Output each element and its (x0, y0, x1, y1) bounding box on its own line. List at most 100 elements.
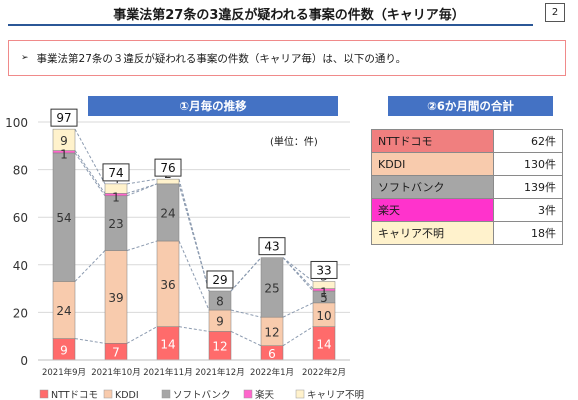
total-box (310, 260, 338, 279)
series-connector (282, 257, 314, 289)
bar-segment (208, 290, 232, 311)
legend-label: NTTドコモ (51, 390, 98, 400)
totals-row: ソフトバンク 139件 (371, 175, 564, 199)
segment-label: 1 (112, 190, 120, 204)
totals-value-cell: 130件 (492, 152, 564, 176)
total-label: 29 (212, 273, 227, 287)
segment-label: 12 (212, 340, 227, 354)
legend-label: KDDI (115, 390, 139, 400)
segment-label: 5 (320, 291, 328, 305)
bar-segment (52, 128, 76, 151)
totals-row: 楽天 3件 (371, 198, 564, 222)
total-label: 74 (108, 166, 123, 180)
x-tick-label: 2021年11月 (143, 367, 192, 378)
segment-label: 54 (56, 211, 71, 225)
totals-carrier-cell: 楽天 (371, 198, 494, 222)
totals-value-cell: 139件 (492, 175, 564, 199)
x-tick-label: 2021年10月 (91, 367, 140, 378)
legend-swatch (161, 389, 171, 399)
segment-label: 39 (108, 291, 123, 305)
segment-label: 25 (264, 281, 279, 295)
series-connector (126, 240, 158, 251)
page-title: 事業法第27条の3違反が疑われる事案の件数（キャリア毎） (113, 8, 465, 23)
total-label: 76 (160, 161, 175, 175)
x-tick-label: 2021年9月 (42, 367, 86, 378)
series-connector (230, 330, 262, 347)
series-connector (74, 152, 106, 197)
segment-label: 24 (56, 304, 71, 318)
segment-label: 9 (60, 343, 68, 357)
y-tick-label: 0 (20, 354, 28, 368)
segment-label: 1 (320, 286, 328, 300)
series-connector (126, 326, 158, 344)
series-connector (230, 257, 262, 292)
segment-label: 14 (160, 337, 175, 351)
total-box (154, 158, 182, 177)
bar-segment (104, 183, 128, 194)
segment-label: 9 (216, 315, 224, 329)
bar-segment (156, 178, 180, 185)
segment-label: 12 (264, 325, 279, 339)
y-tick-label: 100 (5, 116, 28, 130)
totals-value-cell: 3件 (492, 198, 564, 222)
segment-label: 36 (160, 278, 175, 292)
series-connector (282, 257, 314, 282)
legend-label: キャリア不明 (307, 390, 364, 400)
totals-carrier-cell: キャリア不明 (371, 221, 494, 245)
stacked-bar-chart: 0204060801009245419972021年9月739231474202… (5, 108, 364, 400)
series-connector (74, 150, 106, 194)
y-tick-label: 20 (13, 306, 28, 320)
legend-swatch (103, 389, 113, 399)
segment-label: 6 (268, 347, 276, 361)
series-connector (178, 240, 210, 311)
totals-row: NTTドコモ 62件 (371, 129, 564, 153)
series-connector (126, 178, 158, 185)
series-connector (282, 302, 314, 318)
y-tick-label: 60 (13, 211, 28, 225)
x-tick-label: 2022年1月 (250, 367, 294, 378)
bar-segment (312, 281, 336, 289)
total-box (50, 108, 78, 127)
y-tick-label: 40 (13, 259, 28, 273)
x-tick-label: 2022年2月 (302, 367, 346, 378)
legend-label: 楽天 (255, 389, 275, 400)
x-tick-label: 2021年12月 (195, 367, 244, 378)
totals-table: NTTドコモ 62件 KDDI 130件 ソフトバンク 139件 楽天 3件 キャリア不明 18件 (371, 129, 564, 245)
legend-swatch (243, 389, 253, 399)
segment-label: 14 (316, 337, 331, 351)
segment-label: 23 (108, 217, 123, 231)
totals-carrier-cell: ソフトバンク (371, 175, 494, 199)
series-connector (178, 326, 210, 332)
total-label: 43 (264, 240, 279, 254)
series-connector (126, 183, 158, 194)
bar-segment (260, 257, 284, 318)
series-connector (230, 309, 262, 318)
total-box (258, 237, 286, 256)
series-connector (74, 338, 106, 344)
total-label: 97 (56, 111, 71, 125)
segment-label: 1 (60, 148, 68, 162)
y-tick-label: 80 (13, 164, 28, 178)
total-box (206, 270, 234, 289)
summary-text: 事業法第27条の３違反が疑われる事案の件数（キャリア毎）は、以下の通り。 (36, 52, 407, 65)
segment-label: 8 (216, 295, 224, 309)
segment-label: 10 (316, 309, 331, 323)
segment-label: 7 (112, 346, 120, 360)
series-connector (74, 250, 106, 282)
total-label: 33 (316, 263, 331, 277)
arrow-bullet-icon: ➢ (21, 53, 29, 63)
monthly-trend-banner: ①月毎の推移 (88, 96, 338, 116)
segment-label: 9 (60, 134, 68, 148)
series-connector (74, 128, 106, 185)
unit-label: (単位：件) (270, 137, 318, 148)
summary-box: ➢ 事業法第27条の３違反が疑われる事案の件数（キャリア毎）は、以下の通り。 (8, 40, 566, 76)
page-number: 2 (545, 3, 565, 22)
title-underline (8, 24, 533, 26)
segment-label: 24 (160, 206, 175, 220)
six-month-total-banner: ②6か月間の合計 (388, 96, 553, 116)
total-box (102, 163, 130, 182)
legend-label: ソフトバンク (173, 390, 230, 400)
series-connector (282, 326, 314, 347)
legend-swatch (39, 389, 49, 399)
series-connector (178, 178, 210, 292)
